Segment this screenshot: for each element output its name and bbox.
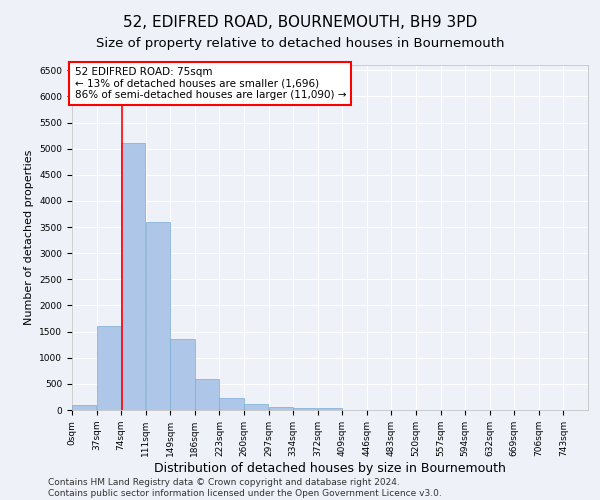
Bar <box>121 144 145 410</box>
Bar <box>269 406 293 410</box>
Text: Contains HM Land Registry data © Crown copyright and database right 2024.
Contai: Contains HM Land Registry data © Crown c… <box>48 478 442 498</box>
Bar <box>146 222 170 410</box>
Bar <box>244 404 268 410</box>
Bar <box>97 326 121 410</box>
Bar <box>170 340 194 410</box>
Bar <box>318 408 342 410</box>
X-axis label: Distribution of detached houses by size in Bournemouth: Distribution of detached houses by size … <box>154 462 506 474</box>
Text: Size of property relative to detached houses in Bournemouth: Size of property relative to detached ho… <box>96 38 504 51</box>
Bar <box>72 405 97 410</box>
Text: 52, EDIFRED ROAD, BOURNEMOUTH, BH9 3PD: 52, EDIFRED ROAD, BOURNEMOUTH, BH9 3PD <box>123 15 477 30</box>
Bar <box>220 398 244 410</box>
Bar <box>195 378 219 410</box>
Bar <box>293 408 317 410</box>
Text: 52 EDIFRED ROAD: 75sqm
← 13% of detached houses are smaller (1,696)
86% of semi-: 52 EDIFRED ROAD: 75sqm ← 13% of detached… <box>74 66 346 100</box>
Y-axis label: Number of detached properties: Number of detached properties <box>24 150 34 325</box>
